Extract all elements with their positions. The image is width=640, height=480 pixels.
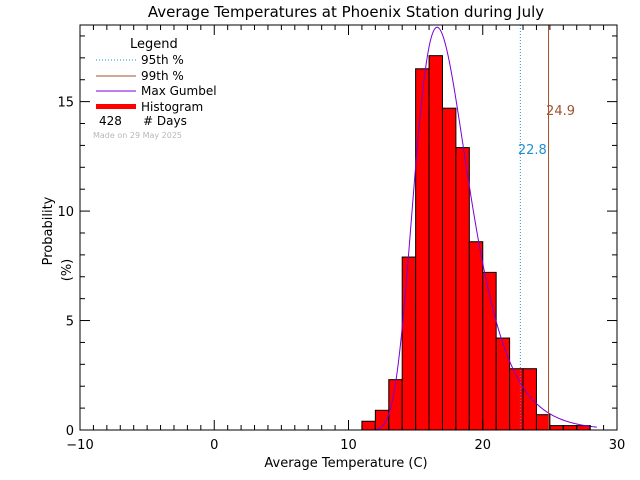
legend-gumbel-label: Max Gumbel [141,84,217,98]
x-tick-label: 30 [609,438,626,453]
histogram-bar [428,55,443,431]
legend-histogram-swatch [96,104,136,109]
legend-days-label: # Days [143,114,187,128]
plot-area: 22.8 24.9 [79,24,618,431]
histogram-bar [455,147,470,431]
histogram-bar [388,379,403,431]
histogram-bar [401,256,417,431]
x-axis-label: Average Temperature (C) [264,456,427,471]
x-tick-label: −10 [66,438,93,453]
histogram-bar [441,107,457,431]
y-tick-label: 10 [57,205,74,220]
histogram-bar [562,425,578,431]
y-axis: 0 5 10 15 [57,35,617,439]
percentile-95-label: 22.8 [518,143,547,158]
legend-title: Legend [130,37,178,52]
histogram-bar [468,241,484,431]
made-on-note: Made on 29 May 2025 [93,131,182,140]
histogram-bar [509,368,524,431]
histogram-bar [535,414,551,431]
x-axis: −10 0 10 20 30 [66,25,625,453]
x-tick-label: 20 [474,438,491,453]
legend-days-count: 428 [99,114,122,128]
legend-95th-label: 95th % [141,53,184,67]
histogram-bar [549,425,564,431]
histogram-bar [415,68,430,431]
y-axis-unit: (%) [60,259,75,282]
y-tick-label: 0 [66,424,74,439]
x-tick-label: 10 [340,438,357,453]
histogram-bar [522,368,537,431]
y-tick-label: 5 [66,315,74,330]
legend: Legend 95th % 99th % Max Gumbel Histogra… [93,37,217,140]
histogram-bar [495,337,511,431]
legend-histogram-label: Histogram [141,100,203,114]
gumbel-curve [375,26,597,430]
chart-title: Average Temperatures at Phoenix Station … [148,3,544,21]
histogram-bar [361,420,376,431]
percentile-99-label: 24.9 [546,104,575,119]
y-tick-label: 15 [57,96,74,111]
legend-99th-label: 99th % [141,69,184,83]
x-tick-label: 0 [210,438,218,453]
y-axis-label: Probability [41,196,56,265]
